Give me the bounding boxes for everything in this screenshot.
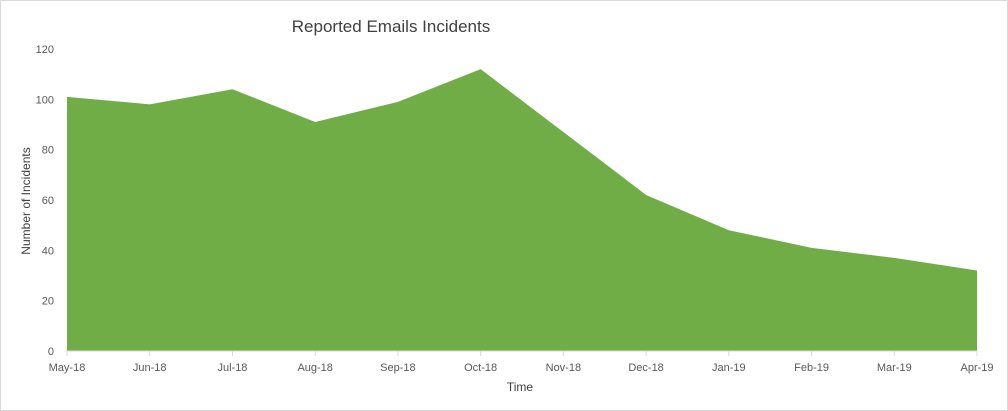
x-tick-label: Aug-18 [297,362,332,374]
y-tick-label: 40 [42,245,54,257]
x-tick-label: Dec-18 [628,362,663,374]
x-tick-label: Nov-18 [546,362,581,374]
x-tick-label: Apr-19 [960,362,993,374]
y-tick-label: 80 [42,145,54,157]
y-tick-label: 0 [48,346,54,358]
x-tick-label: Feb-19 [794,362,829,374]
x-tick-label: Oct-18 [464,362,497,374]
x-axis-ticks: May-18 Jun-18 Jul-18 Aug-18 Sep-18 Oct-18 Nov-… [49,351,994,374]
x-tick-label: Jul-18 [217,362,247,374]
area-series [67,69,977,351]
area-layer [67,69,977,351]
x-tick-label: Jun-18 [133,362,167,374]
x-tick-label: Jan-19 [712,362,746,374]
x-tick-label: May-18 [49,362,86,374]
y-tick-label: 60 [42,195,54,207]
x-tick-label: Sep-18 [380,362,415,374]
y-axis-ticks: 0 20 40 60 80 100 120 [36,44,54,358]
chart-title: Reported Emails Incidents [292,17,490,36]
y-axis-label: Number of Incidents [19,147,33,254]
y-tick-label: 20 [42,296,54,308]
y-tick-label: 120 [36,44,54,56]
x-axis-label: Time [507,380,534,394]
x-tick-label: Mar-19 [877,362,912,374]
y-tick-label: 100 [36,94,54,106]
